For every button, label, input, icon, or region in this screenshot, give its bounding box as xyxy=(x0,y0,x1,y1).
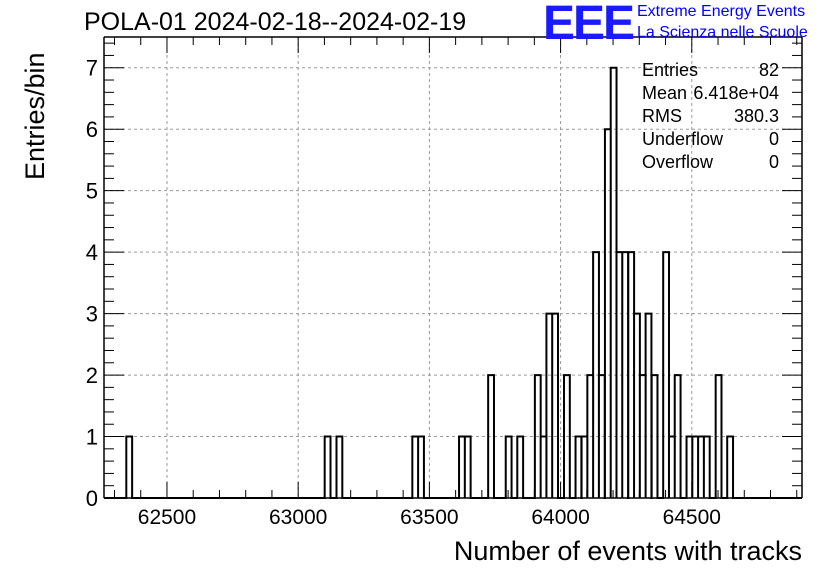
y-tick-label: 2 xyxy=(86,363,98,388)
y-tick-label: 7 xyxy=(86,56,98,81)
x-tick-label: 64000 xyxy=(531,506,589,529)
stat-value-entries: 82 xyxy=(758,60,779,80)
x-tick-label: 62500 xyxy=(138,506,196,529)
x-tick-label: 63000 xyxy=(269,506,327,529)
stat-value-overflow: 0 xyxy=(768,152,779,172)
chart-title: POLA-01 2024-02-18--2024-02-19 xyxy=(84,8,467,36)
logo-line-1: Extreme Energy Events xyxy=(637,3,806,20)
x-tick-label: 63500 xyxy=(400,506,458,529)
stat-label-entries: Entries xyxy=(642,60,699,80)
stat-label-rms: RMS xyxy=(642,106,682,126)
x-tick-label: 64500 xyxy=(663,506,721,529)
grid-lines xyxy=(104,37,802,498)
logo-line-2: La Scienza nelle Scuole xyxy=(637,24,808,41)
y-tick-label: 0 xyxy=(86,486,98,511)
histogram-outline xyxy=(104,66,802,499)
x-axis-title: Number of events with tracks xyxy=(453,536,802,566)
y-tick-label: 6 xyxy=(86,117,98,142)
y-tick-label: 5 xyxy=(86,179,98,204)
histogram-bins xyxy=(104,66,802,499)
eee-logo: EEE xyxy=(543,0,635,50)
stat-value-underflow: 0 xyxy=(768,129,779,149)
stat-label-mean: Mean xyxy=(642,83,688,103)
axes xyxy=(103,36,803,499)
stat-value-rms: 380.3 xyxy=(733,106,779,126)
y-tick-label: 1 xyxy=(86,425,98,450)
axis-ticks: 62500 63000 63500 64000 64500 0 1 2 3 4 5 6 7 xyxy=(86,37,802,529)
stat-label-underflow: Underflow xyxy=(642,129,724,149)
stat-value-mean: 6.418e+04 xyxy=(693,83,779,103)
y-tick-label: 3 xyxy=(86,302,98,327)
stat-label-overflow: Overflow xyxy=(642,152,714,172)
y-axis-title: Entries/bin xyxy=(20,52,50,180)
y-tick-label: 4 xyxy=(86,240,98,265)
